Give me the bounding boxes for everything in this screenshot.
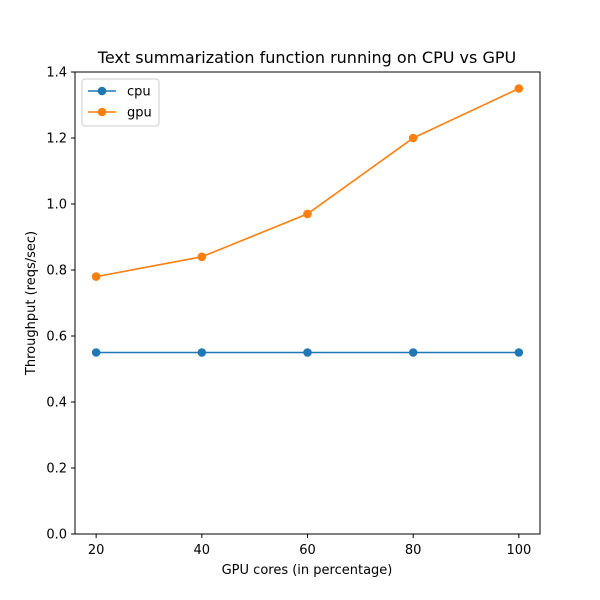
legend: cpu gpu — [81, 78, 160, 127]
data-point-gpu — [514, 84, 524, 93]
series-line-gpu — [95, 87, 520, 278]
y-tick-label: 1.4 — [46, 66, 67, 81]
x-tick-label: 40 — [194, 543, 211, 558]
data-point-gpu — [197, 252, 207, 262]
x-tick-label: 20 — [88, 543, 105, 558]
data-point-cpu — [91, 348, 101, 357]
y-axis: 0.0 0.2 0.4 0.6 0.8 1.0 1.2 1.4 — [46, 66, 75, 543]
data-point-cpu — [514, 348, 524, 357]
y-tick-label: 0.0 — [46, 528, 67, 543]
y-tick-label: 0.8 — [46, 264, 67, 279]
x-axis-label: GPU cores (in percentage) — [222, 563, 393, 578]
chart-title: Text summarization function running on C… — [97, 48, 516, 67]
data-point-gpu — [91, 272, 101, 281]
series-layer — [91, 84, 524, 357]
legend-marker-cpu — [97, 86, 107, 96]
y-axis-label: Throughput (reqs/sec) — [24, 231, 39, 376]
x-tick-label: 80 — [405, 543, 422, 558]
legend-marker-gpu — [97, 107, 107, 117]
legend-label-gpu: gpu — [127, 106, 152, 121]
data-point-cpu — [197, 348, 207, 357]
data-point-gpu — [408, 133, 418, 143]
y-tick-label: 1.2 — [46, 132, 67, 147]
data-point-gpu — [303, 209, 312, 219]
x-tick-label: 60 — [299, 543, 316, 558]
y-tick-label: 0.6 — [46, 330, 67, 345]
legend-label-cpu: cpu — [127, 85, 151, 100]
data-point-cpu — [303, 348, 312, 357]
x-axis: 20 40 60 80 100 — [88, 534, 531, 558]
data-point-cpu — [408, 348, 418, 357]
plot-area — [74, 71, 541, 535]
y-tick-label: 1.0 — [46, 198, 67, 213]
y-tick-label: 0.2 — [46, 462, 67, 477]
x-tick-label: 100 — [506, 543, 531, 558]
y-tick-label: 0.4 — [46, 396, 67, 411]
